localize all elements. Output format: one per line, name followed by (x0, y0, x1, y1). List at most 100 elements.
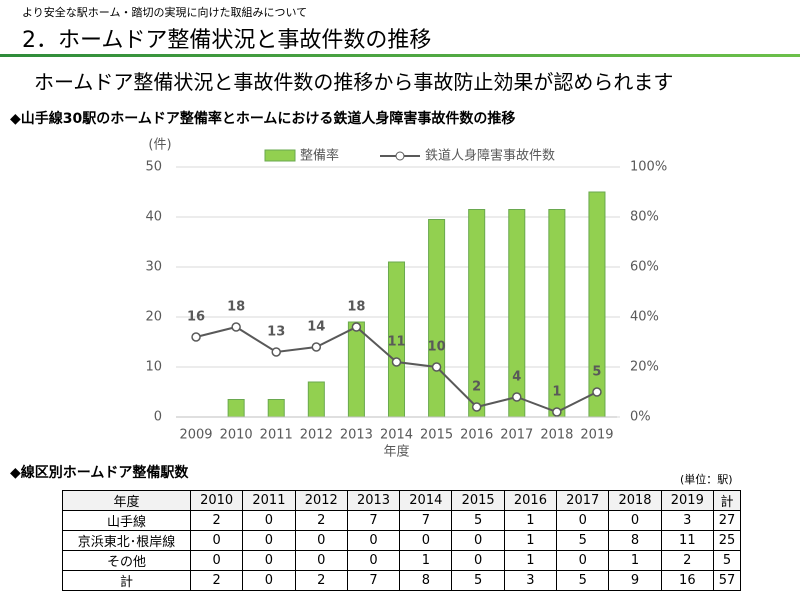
bar (227, 399, 245, 418)
table-cell: 山手線 (62, 510, 191, 531)
y2-tick-label: 80% (630, 210, 659, 225)
line-marker (592, 387, 602, 397)
table-cell: 2019 (660, 490, 714, 511)
header-rule (0, 54, 800, 57)
table-cell: 0 (451, 550, 505, 571)
table-cell: 0 (242, 570, 296, 591)
table-cell: 京浜東北･根岸線 (62, 530, 191, 551)
table-cell: 年度 (62, 490, 191, 511)
table-cell: 0 (294, 550, 348, 571)
table-row: 京浜東北･根岸線 0 0 0 0 0 0 1 5 8 11 25 (62, 530, 742, 551)
x-tick-label: 2010 (220, 428, 253, 443)
table-cell: 1 (608, 550, 662, 571)
line-marker (431, 362, 442, 372)
y-tick-label: 0 (154, 410, 162, 425)
data-label: 5 (592, 365, 601, 380)
y2-tick-label: 100% (630, 160, 667, 175)
table-row: 年度 2010 2011 2012 2013 2014 2015 2016 2017 2018 20… (62, 490, 742, 511)
line-marker (271, 347, 281, 357)
line-marker (391, 357, 402, 367)
table-cell: 5 (451, 570, 505, 591)
breadcrumb: より安全な駅ホーム・踏切の実現に向けた取組みについて (22, 6, 308, 19)
table-cell: 0 (608, 510, 662, 531)
y-tick-label: 20 (145, 310, 162, 325)
legend-label: 鉄道人身障害事故件数 (425, 148, 555, 164)
table-cell: 8 (399, 570, 453, 591)
x-axis-label: 年度 (383, 444, 409, 460)
table-cell: 27 (712, 510, 742, 531)
bar (588, 191, 606, 418)
line-marker (351, 322, 362, 332)
table-cell: 2 (294, 570, 348, 591)
table-cell: 5 (556, 530, 610, 551)
table-cell: 3 (660, 510, 714, 531)
x-tick-label: 2015 (420, 428, 453, 443)
table-cell: 16 (660, 570, 714, 591)
table-cell: 2 (189, 570, 244, 591)
chart: (件) 0 10 20 30 40 50 0% 20% 40% 60% 80% 100% 2009 2010… (145, 138, 667, 460)
table-unit: (単位：駅) (680, 473, 733, 486)
legend-label: 整備率 (300, 148, 339, 164)
x-tick-label: 2016 (460, 428, 493, 443)
table-cell: 25 (712, 530, 742, 551)
line-marker (311, 342, 322, 352)
table-cell: 1 (503, 510, 558, 531)
line-marker (552, 407, 562, 417)
bar (347, 321, 365, 418)
data-label: 11 (387, 335, 405, 350)
data-label: 1 (552, 385, 561, 400)
bar (267, 399, 285, 418)
table-cell: 1 (503, 530, 558, 551)
table-cell: 2012 (294, 490, 348, 511)
table-cell: 1 (503, 550, 558, 571)
line-marker (191, 332, 201, 342)
x-tick-label: 2012 (300, 428, 333, 443)
x-tick-label: 2011 (260, 428, 293, 443)
table-cell: 0 (294, 530, 348, 551)
table-cell: 0 (556, 510, 610, 531)
table-cell: 2018 (608, 490, 662, 511)
y2-tick-label: 60% (630, 260, 659, 275)
table-cell: 57 (712, 570, 742, 591)
x-tick-label: 2014 (380, 428, 413, 443)
data-label: 14 (307, 320, 325, 335)
subtitle: ホームドア整備状況と事故件数の推移から事故防止効果が認められます (34, 70, 674, 94)
line-marker (231, 322, 241, 332)
table-cell: 2 (294, 510, 348, 531)
y-tick-label: 10 (145, 360, 162, 375)
x-tick-label: 2018 (540, 428, 573, 443)
table-cell: 2014 (399, 490, 453, 511)
table-cell: 8 (608, 530, 662, 551)
table-cell: 0 (242, 550, 296, 571)
data-label: 16 (187, 310, 205, 325)
table-cell: 2 (189, 510, 244, 531)
line-marker (471, 402, 482, 412)
table-cell: 計 (62, 570, 191, 591)
table-cell: 2010 (189, 490, 244, 511)
table-cell: 3 (503, 570, 558, 591)
table-cell: 0 (189, 550, 244, 571)
table-cell: 0 (242, 510, 296, 531)
table-cell: 0 (346, 550, 401, 571)
data-table: 年度 2010 2011 2012 2013 2014 2015 2016 2017 2018 20… (62, 490, 742, 591)
table-cell: 0 (242, 530, 296, 551)
x-tick-label: 2013 (340, 428, 373, 443)
table-cell: 2015 (451, 490, 505, 511)
page-title: 2．ホームドア整備状況と事故件数の推移 (22, 28, 432, 53)
table-heading: ◆線区別ホームドア整備駅数 (10, 465, 189, 481)
x-tick-label: 2019 (580, 428, 613, 443)
table-cell: 5 (712, 550, 742, 571)
table-cell: その他 (62, 550, 191, 571)
bar (508, 209, 526, 418)
data-label: 13 (267, 325, 285, 340)
line-marker (512, 392, 522, 402)
table-row: その他 0 0 0 0 1 0 1 0 1 2 5 (62, 550, 742, 571)
table-cell: 0 (189, 530, 244, 551)
x-tick-label: 2009 (179, 428, 212, 443)
legend-swatch (264, 149, 296, 162)
data-label: 10 (428, 340, 446, 355)
legend-marker (395, 151, 405, 161)
table-cell: 11 (660, 530, 714, 551)
data-label: 18 (347, 300, 365, 315)
y2-tick-label: 40% (630, 310, 659, 325)
